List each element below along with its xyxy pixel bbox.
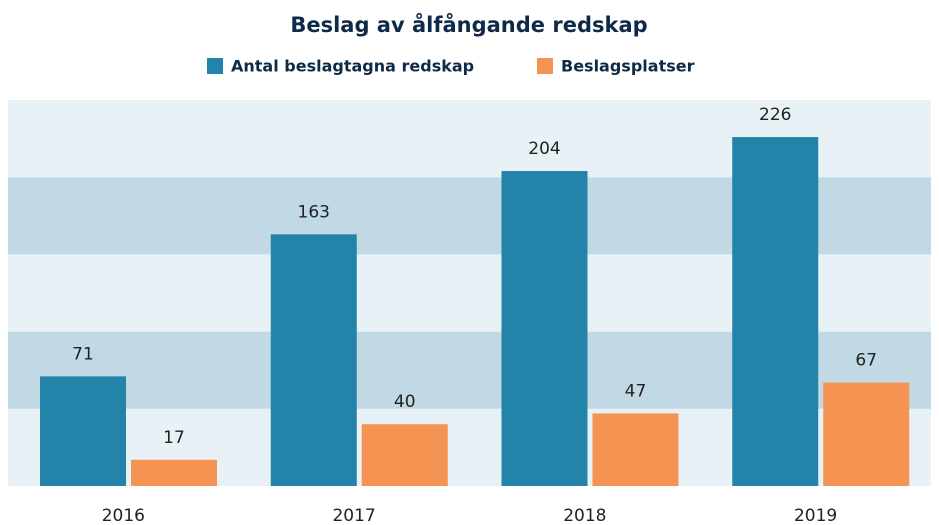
bar [501, 171, 588, 487]
x-tick-label: 2019 [794, 506, 837, 525]
bar [361, 424, 448, 486]
value-label: 226 [759, 105, 791, 125]
value-label: 67 [855, 351, 877, 371]
value-label: 71 [72, 344, 94, 364]
legend-swatch [207, 58, 223, 74]
x-tick-label: 2017 [332, 506, 375, 525]
bar [270, 234, 357, 486]
value-label: 163 [298, 202, 330, 222]
bar [823, 382, 910, 486]
value-label: 47 [625, 381, 647, 401]
bar [732, 137, 819, 486]
legend-label: Beslagsplatser [561, 57, 695, 76]
x-tick-label: 2018 [563, 506, 606, 525]
value-label: 40 [394, 392, 416, 412]
legend-swatch [537, 58, 553, 74]
bar [131, 459, 217, 486]
x-tick-label: 2016 [102, 506, 145, 525]
bar [40, 376, 126, 486]
value-label: 204 [528, 139, 560, 159]
bar [592, 413, 679, 486]
value-label: 17 [163, 428, 185, 448]
legend-label: Antal beslagtagna redskap [231, 57, 474, 76]
chart-title: Beslag av ålfångande redskap [290, 12, 647, 37]
